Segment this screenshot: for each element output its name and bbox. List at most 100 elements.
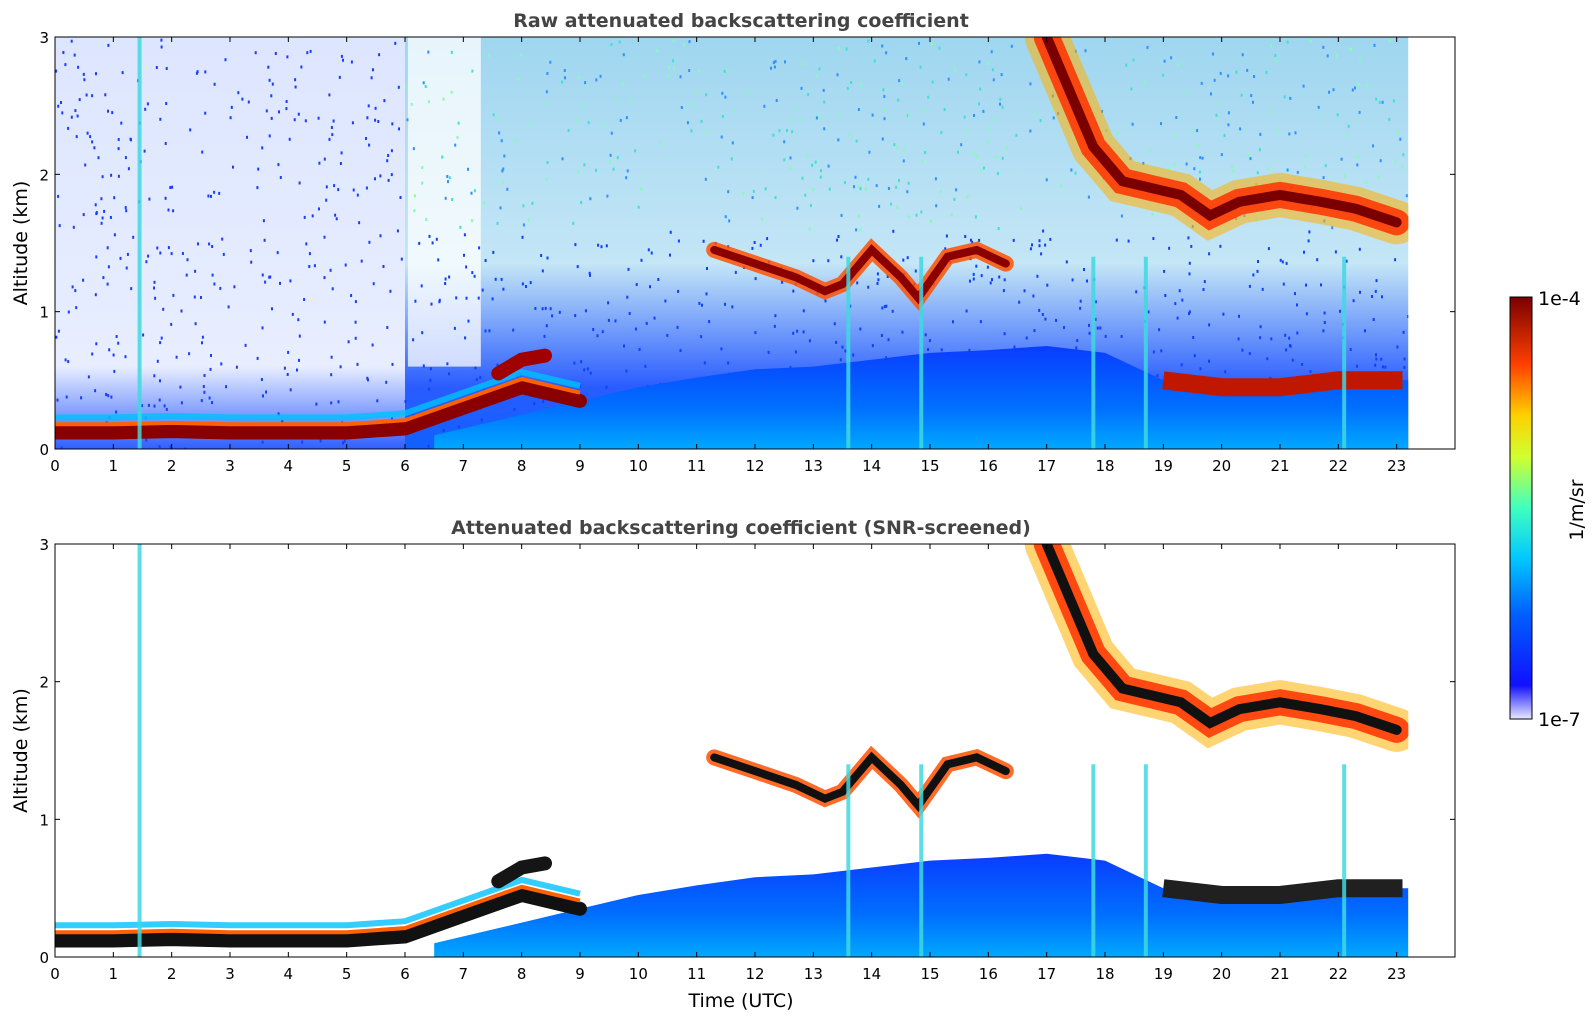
noise-speck [751,196,754,199]
noise-speck [457,121,460,125]
noise-speck [512,328,515,332]
noise-speck [1079,299,1082,303]
noise-speck [109,216,112,219]
noise-speck [789,156,792,160]
x-tick-label: 0 [50,965,60,983]
noise-speck [165,67,168,70]
noise-speck [688,40,691,44]
noise-speck [546,72,549,75]
noise-speck [1086,279,1088,283]
noise-speck [1208,252,1211,256]
noise-speck [1252,100,1254,104]
noise-speck [70,115,73,119]
noise-speck [448,372,451,376]
noise-speck [1375,353,1377,357]
noise-speck [1304,155,1307,159]
noise-speck [376,399,379,403]
noise-speck [132,235,135,239]
noise-speck [1252,273,1255,277]
x-tick-label: 17 [1037,965,1056,983]
noise-speck [301,440,304,444]
noise-speck [159,341,162,345]
noise-speck [1239,127,1242,131]
noise-speck [418,241,421,245]
noise-speck [397,85,400,89]
noise-speck [978,60,981,64]
noise-speck [855,139,858,143]
noise-speck [56,398,59,402]
noise-speck [1032,294,1035,298]
colorbar-unit-label: 1/m/sr [1566,479,1588,540]
noise-speck [125,209,128,213]
noise-speck [57,104,60,108]
noise-speck [931,80,934,84]
noise-speck [289,388,292,392]
noise-speck [1241,53,1244,57]
noise-speck [73,53,76,57]
noise-speck [180,401,183,405]
noise-speck [589,273,591,277]
noise-speck [1198,170,1201,174]
noise-speck [1163,59,1166,63]
noise-speck [278,110,280,114]
noise-speck [1259,336,1262,340]
noise-speck [1339,309,1341,313]
noise-speck [576,265,579,269]
x-tick-label: 7 [459,965,469,983]
noise-speck [1200,81,1203,85]
noise-speck [399,196,402,199]
noise-speck [873,59,876,63]
noise-speck [820,169,822,173]
noise-speck [477,296,480,300]
noise-speck [580,103,583,107]
noise-speck [342,58,344,62]
noise-speck [812,187,815,191]
x-tick-label: 11 [687,965,706,983]
noise-speck [498,131,501,135]
noise-speck [1377,175,1380,179]
noise-speck [884,107,886,111]
noise-speck [1271,110,1274,114]
noise-speck [973,114,975,117]
noise-speck [400,257,403,261]
noise-speck [522,204,525,208]
noise-speck [265,390,267,394]
noise-speck [1248,284,1251,288]
noise-speck [1237,337,1240,341]
noise-speck [700,119,703,123]
noise-speck [934,177,937,181]
noise-speck [306,51,309,55]
noise-speck [1284,333,1287,337]
noise-speck [271,307,273,311]
noise-speck [1328,90,1331,94]
noise-speck [474,366,477,370]
noise-speck [753,241,756,244]
noise-speck [1394,258,1397,262]
noise-speck [1355,364,1358,368]
noise-speck [1040,252,1043,256]
noise-speck [183,447,186,449]
noise-speck [465,296,468,300]
noise-speck [808,227,811,231]
noise-speck [1364,329,1366,333]
noise-speck [300,65,303,69]
colorbar-min-label: 1e-7 [1538,709,1581,731]
noise-speck [867,177,870,181]
noise-speck [796,329,799,333]
noise-speck [289,279,292,283]
noise-speck [783,158,786,162]
noise-speck [1365,180,1368,184]
noise-speck [1001,156,1004,160]
noise-speck [703,361,706,365]
noise-speck [1120,214,1123,218]
noise-speck [901,330,904,334]
noise-speck [558,310,561,314]
noise-speck [1285,261,1288,265]
noise-speck [1281,260,1284,264]
noise-speck [325,185,328,189]
noise-speck [1261,287,1264,291]
noise-speck [188,352,191,356]
noise-speck [153,280,156,284]
noise-speck [113,196,116,200]
